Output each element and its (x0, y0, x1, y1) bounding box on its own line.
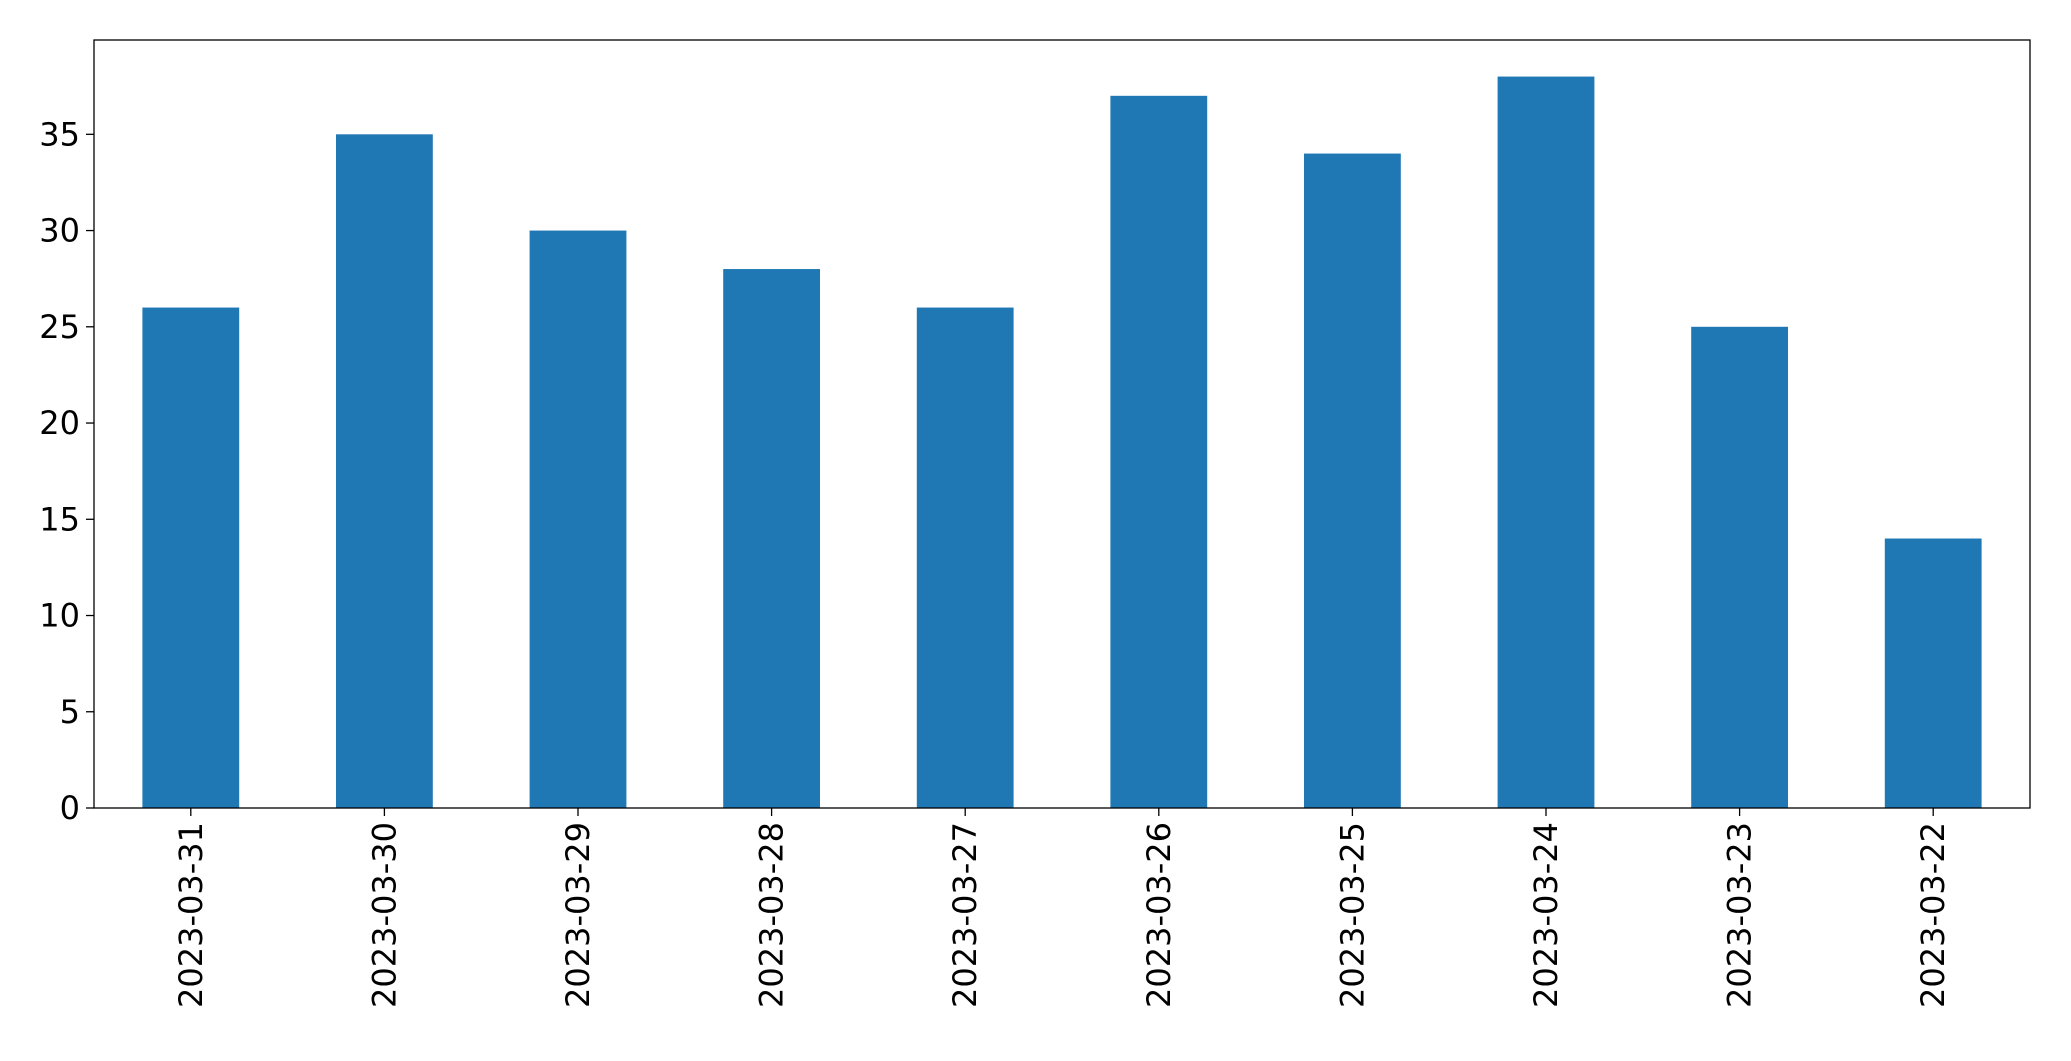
y-tick-label: 25 (39, 308, 80, 346)
bar (723, 269, 820, 809)
bar (1110, 95, 1208, 808)
plot-frame (93, 39, 2031, 809)
x-tick-label: 2023-03-23 (1721, 822, 1759, 1008)
bar (1304, 153, 1401, 808)
bar (1691, 326, 1788, 808)
x-tick-label: 2023-03-24 (1527, 822, 1565, 1008)
x-tick-label: 2023-03-25 (1333, 822, 1371, 1008)
y-tick-label: 5 (60, 693, 80, 731)
bar (916, 307, 1014, 808)
bar (529, 230, 627, 808)
y-tick-label: 15 (39, 500, 80, 538)
bar (142, 307, 240, 808)
x-tick-label: 2023-03-29 (559, 822, 597, 1008)
y-tick-label: 10 (39, 597, 80, 635)
x-tick-label: 2023-03-28 (753, 822, 791, 1008)
x-tick-label: 2023-03-27 (946, 822, 984, 1008)
bar (336, 134, 433, 808)
x-tick-label: 2023-03-26 (1140, 822, 1178, 1008)
y-tick-label: 0 (60, 789, 80, 827)
x-tick-label: 2023-03-22 (1914, 822, 1952, 1008)
bar (1884, 538, 1982, 808)
x-tick-label: 2023-03-31 (172, 822, 210, 1008)
bar (1497, 76, 1595, 809)
x-tick-label: 2023-03-30 (365, 822, 403, 1008)
y-tick-label: 35 (39, 115, 80, 153)
y-tick-label: 20 (39, 404, 80, 442)
y-tick-label: 30 (39, 212, 80, 250)
